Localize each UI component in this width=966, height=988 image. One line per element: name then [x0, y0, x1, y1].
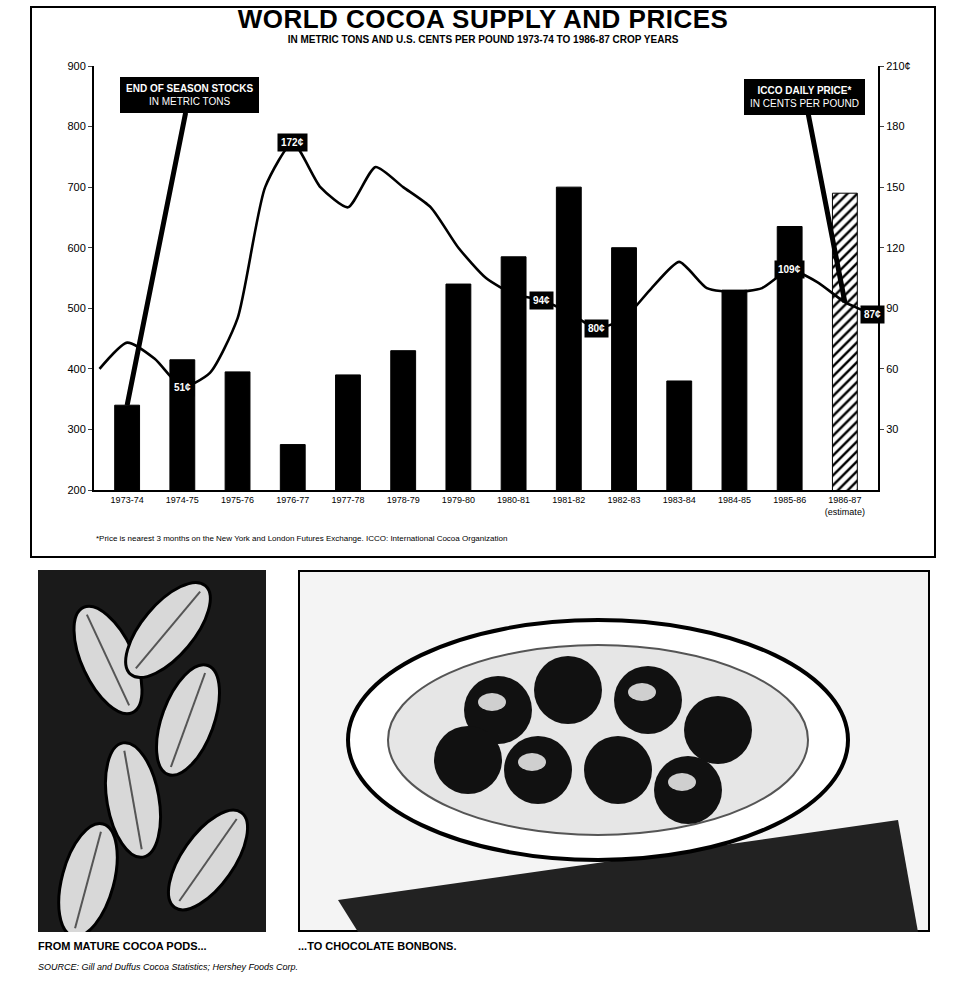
svg-text:200: 200 [67, 484, 85, 496]
svg-text:1985-86: 1985-86 [773, 495, 806, 505]
html-text:...TO CHOCOLATE BONBONS.: ...TO CHOCOLATE BONBONS. [298, 940, 457, 952]
svg-text:1977-78: 1977-78 [331, 495, 364, 505]
svg-text:80¢: 80¢ [588, 323, 605, 334]
svg-text:1975-76: 1975-76 [221, 495, 254, 505]
svg-text:700: 700 [67, 181, 85, 193]
svg-text:210¢: 210¢ [886, 60, 910, 72]
html-text:IN METRIC TONS AND U.S. CENTS: IN METRIC TONS AND U.S. CENTS PER POUND … [287, 34, 679, 45]
svg-text:1981-82: 1981-82 [552, 495, 585, 505]
svg-text:1974-75: 1974-75 [166, 495, 199, 505]
svg-text:1978-79: 1978-79 [387, 495, 420, 505]
svg-text:*Price is nearest 3 months on: *Price is nearest 3 months on the New Yo… [96, 534, 507, 543]
svg-text:1973-74: 1973-74 [111, 495, 144, 505]
svg-text:87¢: 87¢ [864, 309, 881, 320]
svg-text:800: 800 [67, 120, 85, 132]
svg-text:500: 500 [67, 302, 85, 314]
svg-text:30: 30 [886, 423, 898, 435]
svg-text:60: 60 [886, 363, 898, 375]
svg-text:180: 180 [886, 120, 904, 132]
svg-text:1983-84: 1983-84 [663, 495, 696, 505]
svg-text:1979-80: 1979-80 [442, 495, 475, 505]
svg-text:1986-87(estimate): 1986-87(estimate) [825, 495, 865, 517]
html-text:SOURCE: Gill and Duffus Cocoa: SOURCE: Gill and Duffus Cocoa Statistics… [38, 962, 299, 972]
svg-text:900: 900 [67, 60, 85, 72]
svg-text:172¢: 172¢ [281, 137, 304, 148]
svg-text:600: 600 [67, 242, 85, 254]
svg-text:400: 400 [67, 363, 85, 375]
svg-text:1982-83: 1982-83 [608, 495, 641, 505]
svg-text:94¢: 94¢ [533, 295, 550, 306]
html-text:FROM MATURE COCOA PODS...: FROM MATURE COCOA PODS... [38, 940, 207, 952]
svg-text:1976-77: 1976-77 [276, 495, 309, 505]
svg-text:300: 300 [67, 423, 85, 435]
svg-text:1980-81: 1980-81 [497, 495, 530, 505]
svg-text:1984-85: 1984-85 [718, 495, 751, 505]
svg-text:109¢: 109¢ [778, 264, 801, 275]
svg-text:120: 120 [886, 242, 904, 254]
svg-text:ICCO DAILY PRICE*IN CENTS PER: ICCO DAILY PRICE*IN CENTS PER POUND [750, 85, 859, 109]
svg-text:51¢: 51¢ [174, 382, 191, 393]
html-text:WORLD COCOA SUPPLY AND PRICES: WORLD COCOA SUPPLY AND PRICES [237, 4, 729, 34]
svg-text:150: 150 [886, 181, 904, 193]
svg-text:90: 90 [886, 302, 898, 314]
svg-text:END OF SEASON STOCKSIN METRIC: END OF SEASON STOCKSIN METRIC TONS [126, 83, 253, 107]
